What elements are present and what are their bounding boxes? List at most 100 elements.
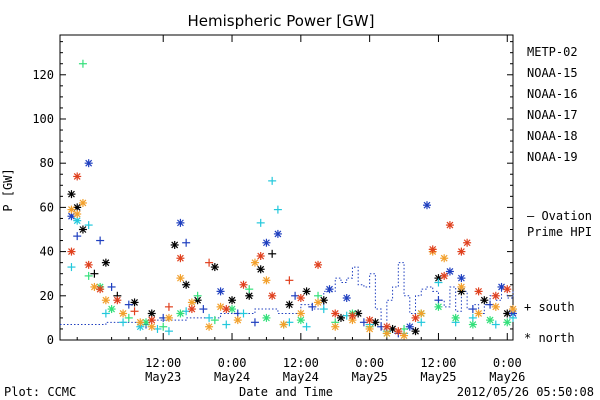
marker-stroke (182, 281, 190, 289)
marker-stroke (257, 265, 265, 273)
marker-metp-02-north (256, 265, 265, 274)
marker-stroke (475, 287, 483, 295)
marker-metp-02-north (67, 190, 76, 199)
marker-noaa-15-north (84, 159, 93, 168)
marker-stroke (331, 323, 339, 331)
marker-stroke (228, 305, 236, 313)
marker-noaa-17-north (434, 302, 443, 311)
marker-noaa-19-north (474, 287, 483, 296)
marker-stroke (263, 314, 270, 322)
marker-noaa-19-south (130, 307, 139, 316)
marker-noaa-17-north (262, 313, 271, 322)
marker-noaa-19-north (331, 309, 340, 318)
marker-noaa-19-north (440, 271, 449, 280)
marker-stroke (96, 285, 104, 293)
marker-metp-02-north (480, 296, 489, 305)
marker-noaa-16-south (222, 320, 231, 329)
marker-noaa-19-north (147, 316, 156, 325)
marker-stroke (136, 318, 144, 326)
legend: METP-02 NOAA-15 NOAA-16 NOAA-17 NOAA-18 NOAA-… (527, 45, 578, 164)
marker-noaa-18-north (474, 309, 483, 318)
marker-noaa-19-north (491, 291, 500, 300)
marker-noaa-16-south (302, 322, 311, 331)
marker-stroke (79, 226, 87, 233)
marker-stroke (176, 219, 184, 227)
marker-noaa-15-north (176, 218, 185, 227)
marker-stroke (68, 206, 75, 214)
marker-stroke (148, 316, 156, 324)
marker-noaa-17-north (486, 316, 495, 325)
marker-noaa-18-north (136, 318, 145, 327)
marker-stroke (297, 294, 305, 302)
marker-noaa-15-south (96, 236, 105, 245)
marker-noaa-15-south (468, 305, 477, 314)
marker-stroke (108, 305, 116, 313)
marker-noaa-18-north (400, 331, 409, 340)
marker-stroke (73, 217, 81, 225)
marker-noaa-19-north (382, 322, 391, 331)
marker-noaa-18-north (176, 274, 185, 283)
legend-item-noaa-17: NOAA-17 (527, 108, 578, 122)
marker-stroke (297, 310, 305, 317)
marker-stroke (102, 296, 110, 304)
marker-stroke (463, 239, 471, 247)
marker-stroke (68, 248, 75, 256)
marker-stroke (251, 259, 259, 267)
x-axis-label: Date and Time (239, 385, 333, 399)
marker-stroke (102, 259, 110, 267)
x-tick-label-date: May24 (283, 370, 319, 384)
marker-stroke (423, 201, 431, 209)
marker-stroke (417, 310, 425, 317)
ovation-prime-hpi-line (60, 262, 514, 330)
marker-stroke (503, 310, 511, 317)
marker-noaa-18-north (250, 258, 259, 267)
x-tick-label-time: 12:00 (283, 356, 319, 370)
marker-stroke (498, 283, 505, 291)
marker-stroke (383, 329, 391, 337)
marker-stroke (85, 159, 93, 167)
marker-stroke (503, 285, 511, 293)
marker-stroke (148, 323, 156, 331)
marker-noaa-16-south (434, 278, 443, 287)
x-tick-label-date: May24 (214, 370, 250, 384)
marker-stroke (222, 305, 230, 313)
marker-stroke (349, 312, 356, 320)
marker-noaa-16-south (153, 324, 162, 333)
marker-noaa-18-north (417, 309, 426, 318)
marker-stroke (188, 305, 196, 313)
marker-stroke (263, 276, 270, 284)
marker-noaa-16-south (256, 218, 265, 227)
x-tick-label-date: May25 (352, 370, 388, 384)
marker-stroke (148, 310, 156, 317)
marker-stroke (240, 281, 247, 289)
marker-stroke (280, 321, 288, 328)
marker-noaa-19-south (164, 302, 173, 311)
marker-noaa-19-north (457, 247, 466, 256)
marker-stroke (486, 316, 494, 324)
marker-noaa-16-south (182, 307, 191, 316)
y-tick-label: 40 (40, 245, 54, 259)
marker-noaa-15-south (73, 232, 82, 241)
marker-stroke (343, 294, 351, 302)
marker-stroke (509, 305, 517, 313)
marker-stroke (314, 299, 322, 306)
marker-stroke (257, 252, 265, 260)
marker-noaa-16-south (101, 309, 110, 318)
marker-stroke (79, 199, 87, 207)
legend-item-metp-02: METP-02 (527, 45, 578, 59)
x-tick-label-date: May23 (145, 370, 181, 384)
symbol-legend-south: + south (524, 300, 575, 314)
marker-noaa-16-south (84, 221, 93, 230)
marker-noaa-19-south (205, 258, 214, 267)
marker-noaa-16-south (319, 305, 328, 314)
y-tick-label: 0 (47, 333, 54, 347)
marker-noaa-16-south (239, 309, 248, 318)
marker-noaa-19-north (222, 305, 231, 314)
marker-metp-02-north (285, 300, 294, 309)
legend-item-noaa-18: NOAA-18 (527, 129, 578, 143)
marker-noaa-19-north (296, 294, 305, 303)
marker-stroke (326, 285, 333, 293)
marker-metp-02-north (170, 240, 179, 249)
marker-noaa-18-north (365, 324, 374, 333)
marker-stroke (171, 241, 179, 249)
